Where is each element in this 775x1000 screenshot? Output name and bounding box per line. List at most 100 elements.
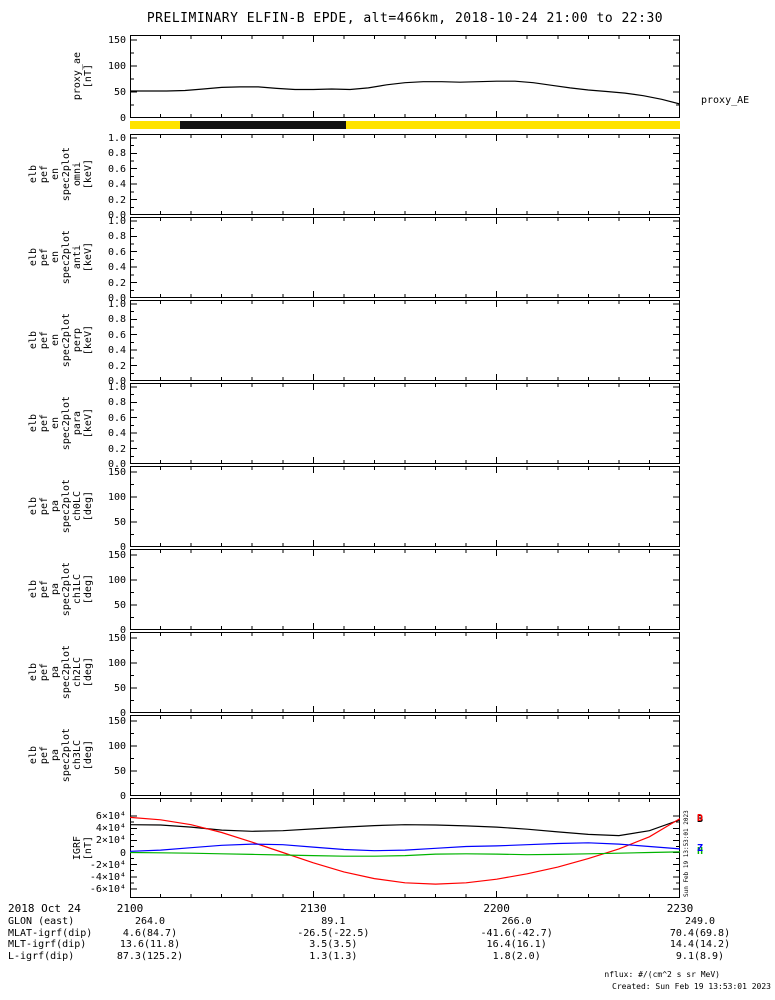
y-tick-label-pa_spec_ch0lc: 50 — [113, 517, 126, 528]
footer-value: 14.4(14.2) — [669, 939, 731, 950]
igrf-series-label-H: H — [697, 845, 704, 857]
footer-value: 13.6(11.8) — [119, 939, 181, 950]
panel-en_spec_perp — [130, 300, 680, 381]
y-axis-label-line: pef — [39, 497, 50, 516]
y-axis-label-line: [keV] — [83, 159, 94, 190]
y-tick-label-igrf: 0 — [119, 847, 126, 859]
y-axis-label-line: elb — [28, 414, 39, 433]
footer-value: 3.5(3.5) — [309, 939, 358, 950]
y-axis-label-pa_spec_ch0lc: elb pef pa spec2plot ch0LC [deg] — [22, 466, 94, 547]
y-tick-label-igrf: 4×10⁴ — [95, 823, 126, 835]
y-tick-label-igrf: -2×10⁴ — [89, 859, 126, 871]
footer-value: 266.0 — [501, 916, 532, 927]
y-tick-label-pa_spec_ch2lc: 150 — [107, 633, 126, 644]
y-axis-label-line: [deg] — [83, 491, 94, 522]
y-axis-label-line: proxy_ae — [72, 52, 83, 101]
y-axis-label-line: spec2plot — [61, 645, 72, 700]
panel-pa_spec_ch3lc — [130, 715, 680, 796]
y-tick-label-pa_spec_ch0lc: 150 — [107, 467, 126, 478]
y-axis-label-line: elb — [28, 746, 39, 765]
y-tick-label-pa_spec_ch0lc: 0 — [119, 542, 126, 553]
footer-value: -26.5(-22.5) — [297, 927, 370, 939]
y-axis-label-line: ch1LC — [72, 574, 83, 605]
y-axis-label-pa_spec_ch1lc: elb pef pa spec2plot ch1LC [deg] — [22, 549, 94, 630]
footer-row-label-3: MLT-igrf(dip) — [8, 939, 87, 950]
y-axis-label-line: en — [50, 417, 61, 430]
footer-value: 9.1(8.9) — [675, 950, 725, 962]
flux-units-note: nflux: #/(cm^2 s sr MeV) — [604, 970, 720, 979]
series-line-H — [130, 851, 680, 857]
proxy-ae-line-label: proxy_AE — [701, 95, 750, 106]
side-timestamp: Sun Feb 19 13:53:01 2023 — [683, 810, 690, 897]
panel-canvas-en_spec_anti — [130, 217, 680, 298]
y-axis-label-line: spec2plot — [61, 230, 72, 285]
y-tick-label-en_spec_para: 0.8 — [107, 397, 126, 409]
y-tick-label-en_spec_para: 1.0 — [107, 381, 126, 393]
panel-frame — [130, 466, 680, 547]
y-axis-label-line: [nT] — [83, 835, 94, 861]
panel-canvas-pa_spec_ch3lc — [130, 715, 680, 796]
y-tick-label-en_spec_omni: 0.4 — [107, 179, 126, 191]
y-axis-label-line: omni — [72, 162, 83, 187]
y-tick-label-en_spec_perp: 0.8 — [107, 314, 126, 326]
y-axis-label-line: IGRF — [72, 835, 83, 861]
panel-frame — [130, 300, 680, 381]
y-axis-label-line: en — [50, 334, 61, 347]
panel-igrf — [130, 798, 680, 898]
panel-pa_spec_ch1lc — [130, 549, 680, 630]
y-tick-label-pa_spec_ch1lc: 0 — [119, 625, 126, 636]
y-axis-label-line: pa — [50, 749, 61, 762]
y-tick-label-pa_spec_ch0lc: 100 — [107, 492, 126, 503]
y-tick-label-en_spec_perp: 1.0 — [107, 298, 126, 310]
y-tick-label-pa_spec_ch3lc: 50 — [113, 766, 126, 777]
igrf-series-label-B: B — [697, 813, 704, 825]
footer-value: 4.6(84.7) — [122, 927, 178, 939]
x-tick-label: 2230 — [666, 902, 694, 915]
y-tick-label-igrf: 2×10⁴ — [95, 835, 126, 847]
igrf-series-label-Z: Z — [697, 842, 704, 854]
y-tick-label-en_spec_perp: 0.4 — [107, 345, 126, 357]
panel-canvas-pa_spec_ch1lc — [130, 549, 680, 630]
y-axis-label-line: pef — [39, 663, 50, 682]
y-tick-label-en_spec_perp: 0.6 — [107, 329, 126, 341]
footer-row-label-1: GLON (east) — [8, 916, 75, 927]
y-tick-label-pa_spec_ch2lc: 50 — [113, 683, 126, 694]
footer-value: 70.4(69.8) — [669, 927, 731, 939]
y-tick-label-en_spec_para: 0.2 — [107, 443, 126, 455]
igrf-series-label-D: D — [697, 812, 704, 824]
panel-proxy_ae — [130, 35, 680, 118]
y-tick-label-igrf: -4×10⁴ — [89, 871, 126, 883]
panel-pa_spec_ch0lc — [130, 466, 680, 547]
y-axis-label-line: [keV] — [83, 325, 94, 356]
y-tick-label-igrf: 6×10⁴ — [95, 811, 126, 823]
y-axis-label-line: [keV] — [83, 242, 94, 273]
y-tick-label-en_spec_omni: 1.0 — [107, 132, 126, 144]
y-tick-label-pa_spec_ch3lc: 100 — [107, 741, 126, 752]
y-axis-label-line: pef — [39, 580, 50, 599]
y-tick-label-en_spec_para: 0.4 — [107, 428, 126, 440]
y-tick-label-en_spec_perp: 0.2 — [107, 360, 126, 372]
panel-frame — [130, 549, 680, 630]
y-tick-label-proxy_ae: 150 — [107, 35, 126, 47]
panel-en_spec_para — [130, 383, 680, 464]
y-tick-label-pa_spec_ch2lc: 0 — [119, 708, 126, 719]
availability-bar-black-segment — [180, 121, 346, 129]
series-line-B — [130, 819, 680, 837]
panel-frame — [130, 217, 680, 298]
y-tick-label-en_spec_anti: 0.4 — [107, 262, 126, 274]
created-timestamp: Created: Sun Feb 19 13:53:01 2023 — [612, 982, 771, 991]
footer-value: 1.8(2.0) — [492, 950, 541, 962]
footer-row-label-2: MLAT-igrf(dip) — [8, 927, 93, 939]
y-axis-label-line: ch0LC — [72, 491, 83, 522]
y-tick-label-en_spec_anti: 1.0 — [107, 215, 126, 227]
panel-canvas-pa_spec_ch0lc — [130, 466, 680, 547]
y-axis-label-line: spec2plot — [61, 728, 72, 783]
y-axis-label-line: [deg] — [83, 740, 94, 771]
y-axis-label-line: elb — [28, 580, 39, 599]
y-tick-label-proxy_ae: 100 — [107, 61, 126, 73]
y-tick-label-pa_spec_ch2lc: 100 — [107, 658, 126, 669]
y-tick-label-en_spec_anti: 0.0 — [107, 293, 126, 304]
y-tick-label-en_spec_omni: 0.6 — [107, 163, 126, 175]
y-axis-label-line: [deg] — [83, 574, 94, 605]
